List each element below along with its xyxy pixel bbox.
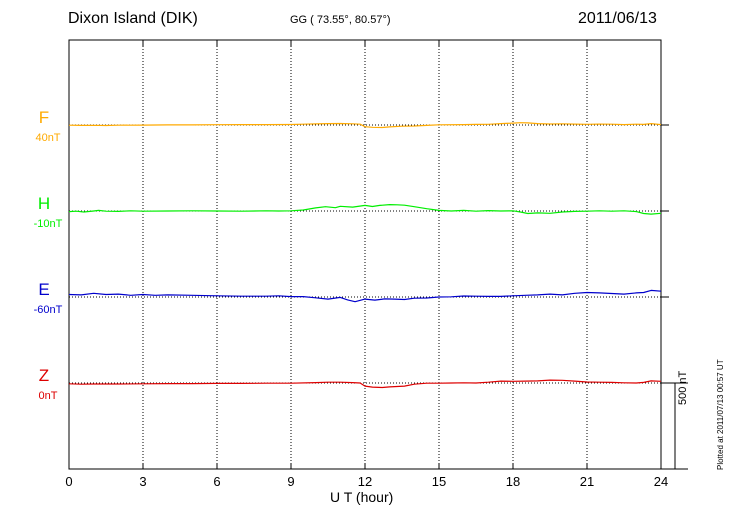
series-name-e: E: [38, 280, 49, 299]
series-baseline-label-f: 40nT: [35, 132, 60, 144]
x-tick-label: 15: [432, 474, 446, 489]
series-name-z: Z: [39, 366, 49, 385]
scale-bar-label: 500 nT: [677, 370, 689, 405]
station-title: Dixon Island (DIK): [68, 10, 198, 27]
x-tick-label: 0: [65, 474, 72, 489]
series-line-f: [68, 122, 662, 129]
coordinates-label: GG ( 73.55°, 80.57°): [290, 14, 391, 26]
x-tick-label: 21: [580, 474, 594, 489]
series-line-e: [68, 289, 662, 303]
date-label: 2011/06/13: [578, 10, 657, 27]
series-line-z: [68, 379, 662, 389]
series-name-h: H: [38, 194, 50, 213]
series-baseline-label-e: -60nT: [34, 304, 63, 316]
x-tick-label: 18: [506, 474, 520, 489]
x-tick-label: 9: [287, 474, 294, 489]
series-baseline-label-z: 0nT: [39, 390, 58, 402]
plot-frame: [68, 39, 662, 470]
series-line-h: [68, 204, 662, 215]
x-tick-label: 12: [358, 474, 372, 489]
series-baseline-label-h: -10nT: [34, 218, 63, 230]
plotted-timestamp: Plotted at 2011/07/13 00:57 UT: [716, 359, 725, 470]
x-tick-label: 3: [139, 474, 146, 489]
x-tick-label: 24: [654, 474, 668, 489]
x-axis-label: U T (hour): [330, 489, 394, 505]
series-name-f: F: [39, 108, 49, 127]
x-tick-label: 6: [213, 474, 220, 489]
